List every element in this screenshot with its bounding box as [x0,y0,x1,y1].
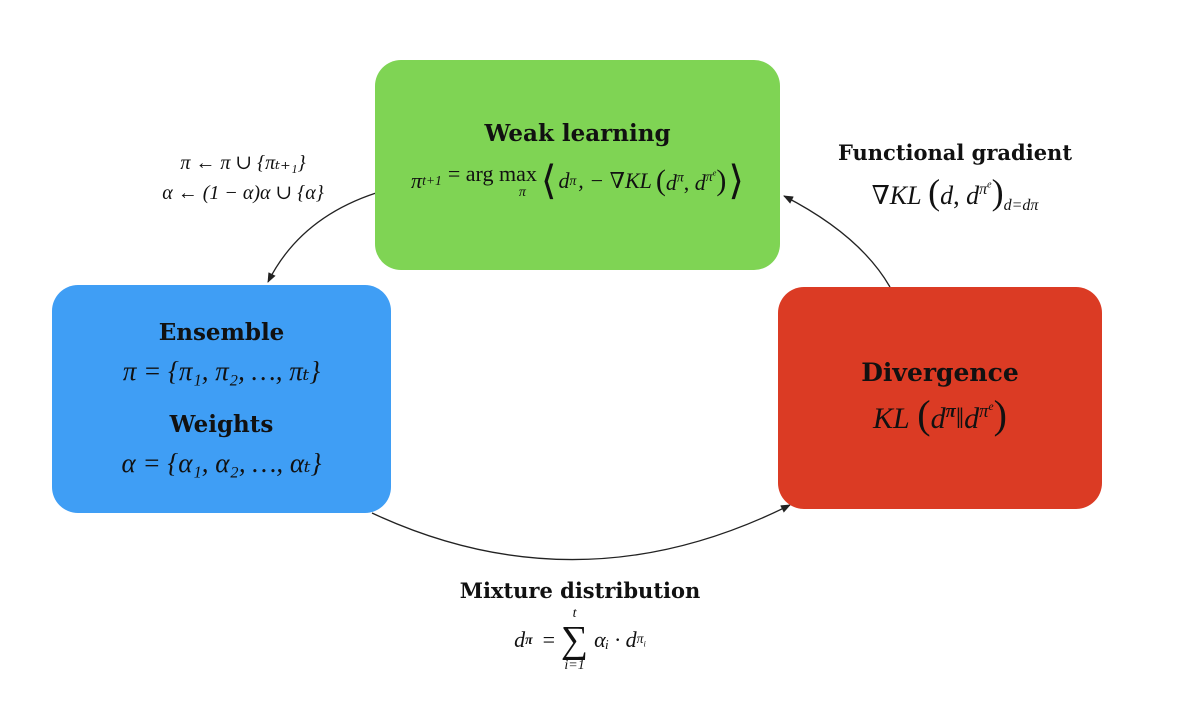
weak-close-angle: ⟩ [728,158,744,203]
ensemble-node: Ensemble π = {π₁, π₂, …, πₜ} Weights α =… [52,285,391,513]
weak-argmax-sub: π [518,184,526,200]
weights-formula: α = {α₁, α₂, …, αₜ} [121,448,322,478]
divergence-kl: KL [873,402,910,435]
arrow-ensemble-to-divergence [371,504,791,561]
functional-gradient-formula: ∇KL (d, dπe)d=dπ [871,172,1039,215]
functional-gradient-title: Functional gradient [837,140,1073,165]
update-rule-line2: α ← (1 − α)α ∪ {α} [162,182,324,204]
update-rule-label: π ← π ∪ {πₜ₊₁} α ← (1 − α)α ∪ {α} [118,148,368,208]
arrow-weak-to-ensemble [267,192,377,283]
weak-learning-title: Weak learning [484,120,671,147]
weak-lhs-sub: t+1 [422,172,442,188]
ensemble-formula: π = {π₁, π₂, …, πₜ} [122,356,321,386]
divergence-node: Divergence KL (dπ‖dπe) [778,287,1102,509]
mixture-term: αᵢ · d [594,627,637,652]
functional-gradient-label: Functional gradient ∇KL (d, dπe)d=dπ [820,140,1090,215]
functional-gradient-kl: ∇KL [871,181,922,210]
ensemble-title: Ensemble [158,319,285,346]
functional-gradient-eval: d=dπ [1003,197,1039,215]
mixture-title: Mixture distribution [459,578,701,603]
weak-lhs: π [411,167,423,193]
arrow-divergence-to-weak [783,195,891,288]
divergence-title: Divergence [861,358,1019,387]
divergence-formula: KL (dπ‖dπe) [873,392,1007,437]
weak-open-angle: ⟨ [540,158,557,203]
weak-argmax: = arg max [447,160,537,186]
weights-title: Weights [169,411,274,438]
weak-grad-args: (dπ, dπe) [655,163,727,197]
weak-grad: , − ∇KL [578,167,652,193]
mixture-sum-top: t [572,606,577,621]
weak-inner: d [558,167,570,193]
update-rule-line1: π ← π ∪ {πₜ₊₁} [180,152,306,174]
sum-symbol: ∑ [561,619,589,661]
mixture-lhs: d [514,627,526,652]
weak-inner-sup: π [569,172,577,188]
mixture-sum-bottom: i=1 [564,658,585,673]
